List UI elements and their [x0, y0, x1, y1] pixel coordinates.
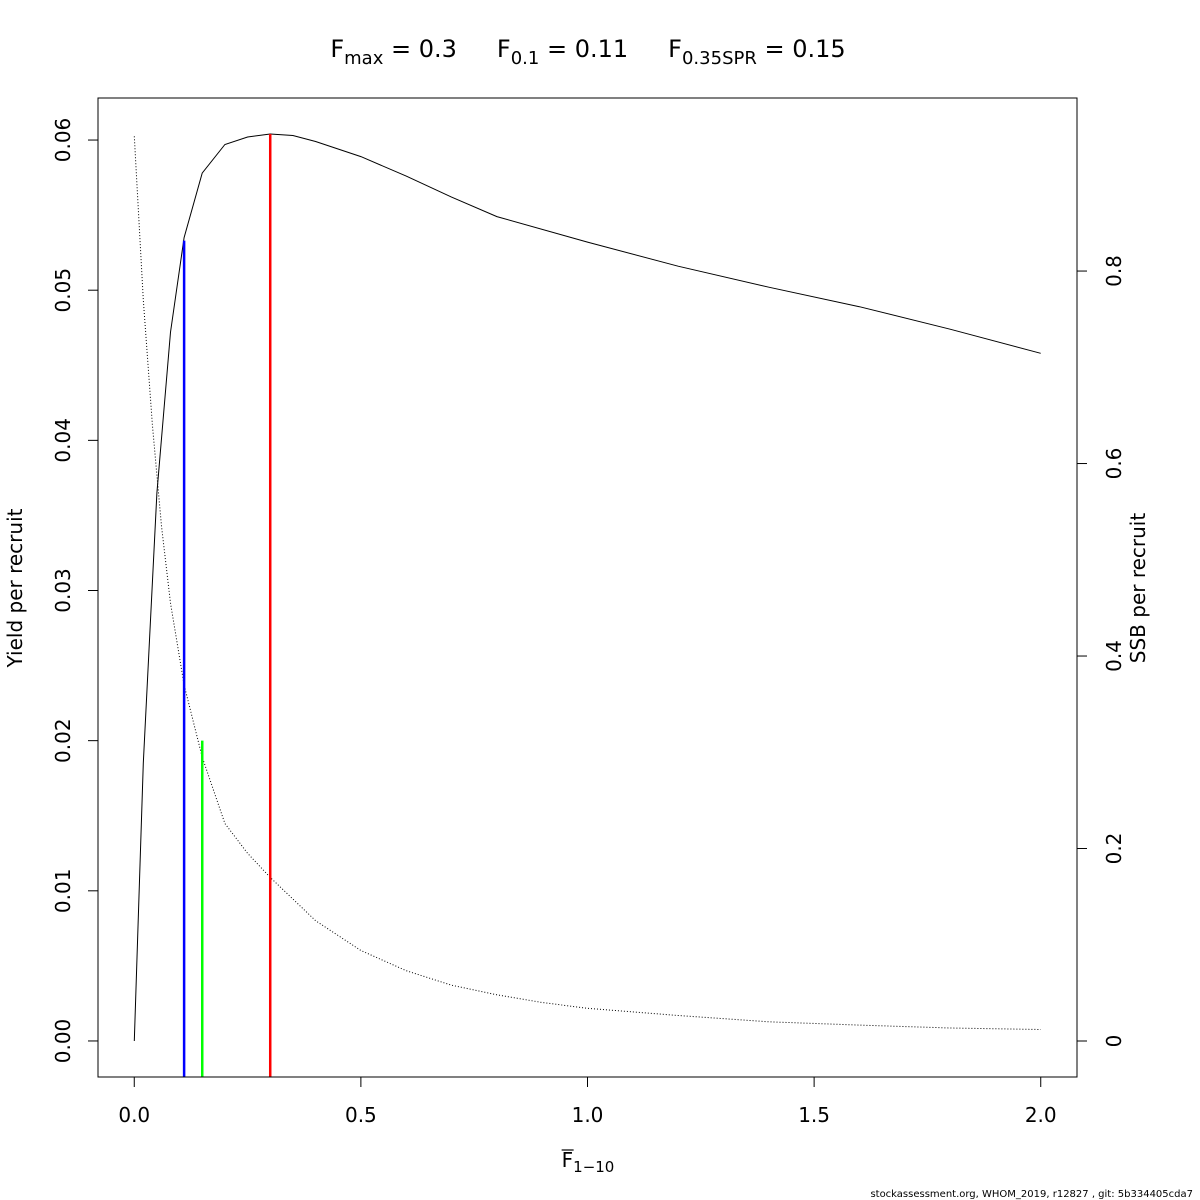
title-symbol: F: [497, 35, 511, 63]
plot-marks: [133, 133, 1041, 1077]
x-label-subscript: 1−10: [573, 1158, 614, 1176]
y2-axis-label: SSB per recruit: [1126, 513, 1150, 664]
title-value: = 0.11: [539, 35, 628, 63]
x-tick-label: 1.5: [798, 1103, 830, 1127]
x-tick-label: 0.0: [118, 1103, 150, 1127]
x-tick-label: 1.0: [572, 1103, 604, 1127]
y-tick-label: 0.00: [51, 1019, 75, 1064]
x-axis-label: F1−10: [562, 1148, 615, 1176]
y2-tick-label: 0.2: [1102, 833, 1126, 865]
yield-per-recruit-line: [133, 133, 1041, 1042]
ssb-per-recruit-line: [133, 136, 1041, 1030]
title-symbol: F: [668, 35, 682, 63]
y-axis-label: Yield per recruit: [3, 508, 27, 668]
y2-tick-label: 0: [1102, 1035, 1126, 1048]
y-tick-label: 0.04: [51, 418, 75, 463]
title-subscript: 0.1: [511, 48, 540, 69]
chart-title: Fmax = 0.3 F0.1 = 0.11 F0.35SPR = 0.15: [330, 35, 845, 69]
y2-tick-label: 0.4: [1102, 640, 1126, 672]
title-value: = 0.3: [383, 35, 457, 63]
y2-tick-label: 0.6: [1102, 448, 1126, 480]
x-tick-label: 2.0: [1025, 1103, 1057, 1127]
title-value: = 0.15: [757, 35, 846, 63]
title-symbol: F: [330, 35, 344, 63]
x-tick-label: 0.5: [345, 1103, 377, 1127]
title-subscript: 0.35SPR: [682, 48, 757, 69]
footer-credit: stockassessment.org, WHOM_2019, r12827 ,…: [870, 1189, 1193, 1200]
y-tick-label: 0.03: [51, 568, 75, 613]
y-tick-label: 0.02: [51, 718, 75, 763]
y-tick-label: 0.01: [51, 869, 75, 914]
axes: 0.0 0.5 1.0 1.5 2.0 0.00 0.01 0.02 0.03 0.04 0.05 0…: [51, 118, 1126, 1127]
x-label-symbol: F: [562, 1148, 574, 1172]
title-subscript: max: [344, 48, 384, 69]
y-tick-label: 0.06: [51, 118, 75, 163]
y2-tick-label: 0.8: [1102, 255, 1126, 287]
plot-frame: [97, 97, 1078, 1078]
y-tick-label: 0.05: [51, 268, 75, 313]
